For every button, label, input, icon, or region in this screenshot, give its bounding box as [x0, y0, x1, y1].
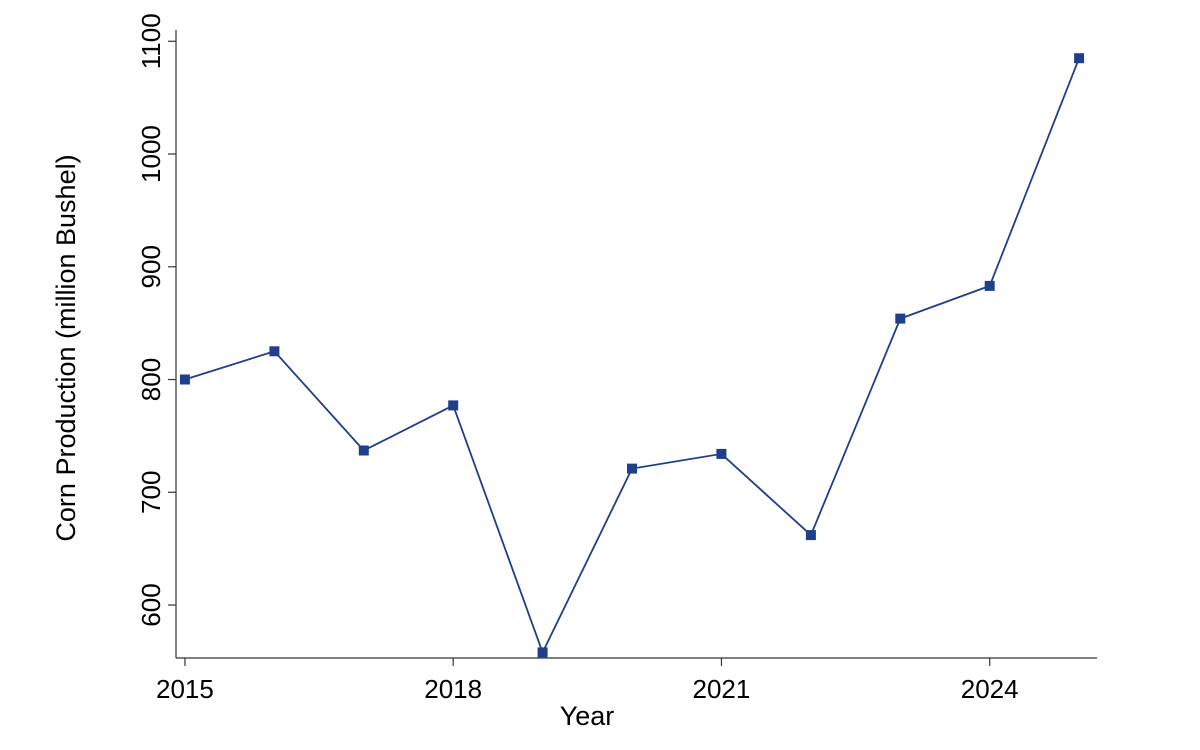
axes: [175, 30, 1097, 659]
data-point-marker: [448, 400, 459, 411]
series-line: [184, 57, 1080, 655]
x-tick-label: 2018: [424, 674, 482, 704]
x-tick-label: 2024: [961, 674, 1019, 704]
x-tick-label: 2021: [693, 674, 751, 704]
data-point-marker: [358, 445, 369, 456]
data-point-marker: [1074, 53, 1085, 64]
plot-area: [179, 53, 1085, 658]
y-tick-label: 800: [136, 358, 166, 401]
y-ticks: 600 700 800 900 1000 1100: [136, 13, 176, 627]
x-axis-title: Year: [560, 701, 615, 731]
y-tick-label: 1000: [136, 125, 166, 183]
y-axis-title: Corn Production (million Bushel): [51, 154, 81, 541]
data-point-marker: [179, 374, 190, 385]
y-tick-label: 900: [136, 245, 166, 288]
y-tick-label: 600: [136, 583, 166, 626]
data-point-marker: [984, 280, 995, 291]
x-tick-label: 2015: [156, 674, 214, 704]
y-tick-label: 1100: [136, 13, 166, 69]
data-point-marker: [269, 346, 280, 357]
x-ticks: 2015 2018 2021 2024: [156, 658, 1019, 704]
data-point-marker: [537, 647, 548, 658]
data-point-marker: [716, 448, 727, 459]
data-point-marker: [627, 463, 637, 474]
data-point-marker: [805, 530, 816, 541]
y-tick-label: 700: [136, 471, 166, 514]
data-point-marker: [895, 313, 906, 324]
